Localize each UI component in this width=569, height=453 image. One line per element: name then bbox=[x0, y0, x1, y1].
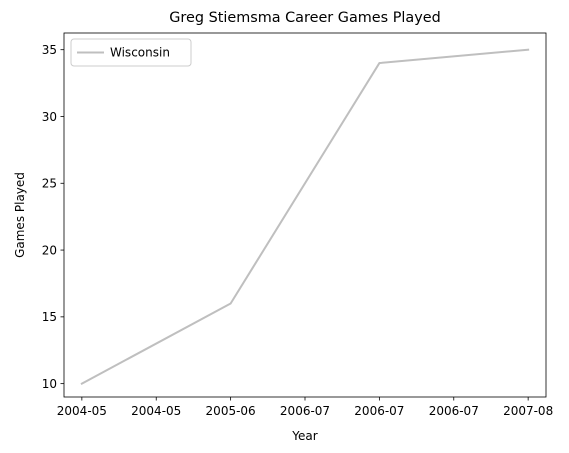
y-tick-label: 15 bbox=[42, 310, 57, 324]
y-axis-title: Games Played bbox=[13, 172, 27, 258]
series-layer bbox=[80, 48, 530, 385]
series-line-wisconsin bbox=[80, 48, 530, 385]
y-tick-label: 30 bbox=[42, 110, 57, 124]
x-tick-label: 2007-08 bbox=[503, 404, 553, 418]
legend-label-wisconsin: Wisconsin bbox=[110, 46, 170, 60]
x-axis-title: Year bbox=[291, 429, 317, 443]
y-axis-ticks: 10 15 20 25 30 35 bbox=[42, 43, 64, 391]
chart-title: Greg Stiemsma Career Games Played bbox=[169, 10, 440, 26]
x-tick-label: 2005-06 bbox=[206, 404, 256, 418]
x-axis-ticks: 2004-05 2004-05 2005-06 2006-07 2006-07 2006-… bbox=[57, 397, 553, 418]
legend-box bbox=[70, 38, 192, 67]
x-tick-label: 2004-05 bbox=[131, 404, 181, 418]
y-tick-label: 25 bbox=[42, 177, 57, 191]
y-tick-label: 10 bbox=[42, 377, 57, 391]
x-tick-label: 2006-07 bbox=[280, 404, 330, 418]
x-tick-label: 2006-07 bbox=[354, 404, 404, 418]
x-tick-label: 2006-07 bbox=[429, 404, 479, 418]
x-tick-label: 2004-05 bbox=[57, 404, 107, 418]
y-tick-label: 35 bbox=[42, 43, 57, 57]
legend: Wisconsin bbox=[70, 38, 192, 67]
y-tick-label: 20 bbox=[42, 243, 57, 257]
plot-area: 2004-05 2004-05 2005-06 2006-07 2006-07 2006-… bbox=[42, 32, 553, 418]
